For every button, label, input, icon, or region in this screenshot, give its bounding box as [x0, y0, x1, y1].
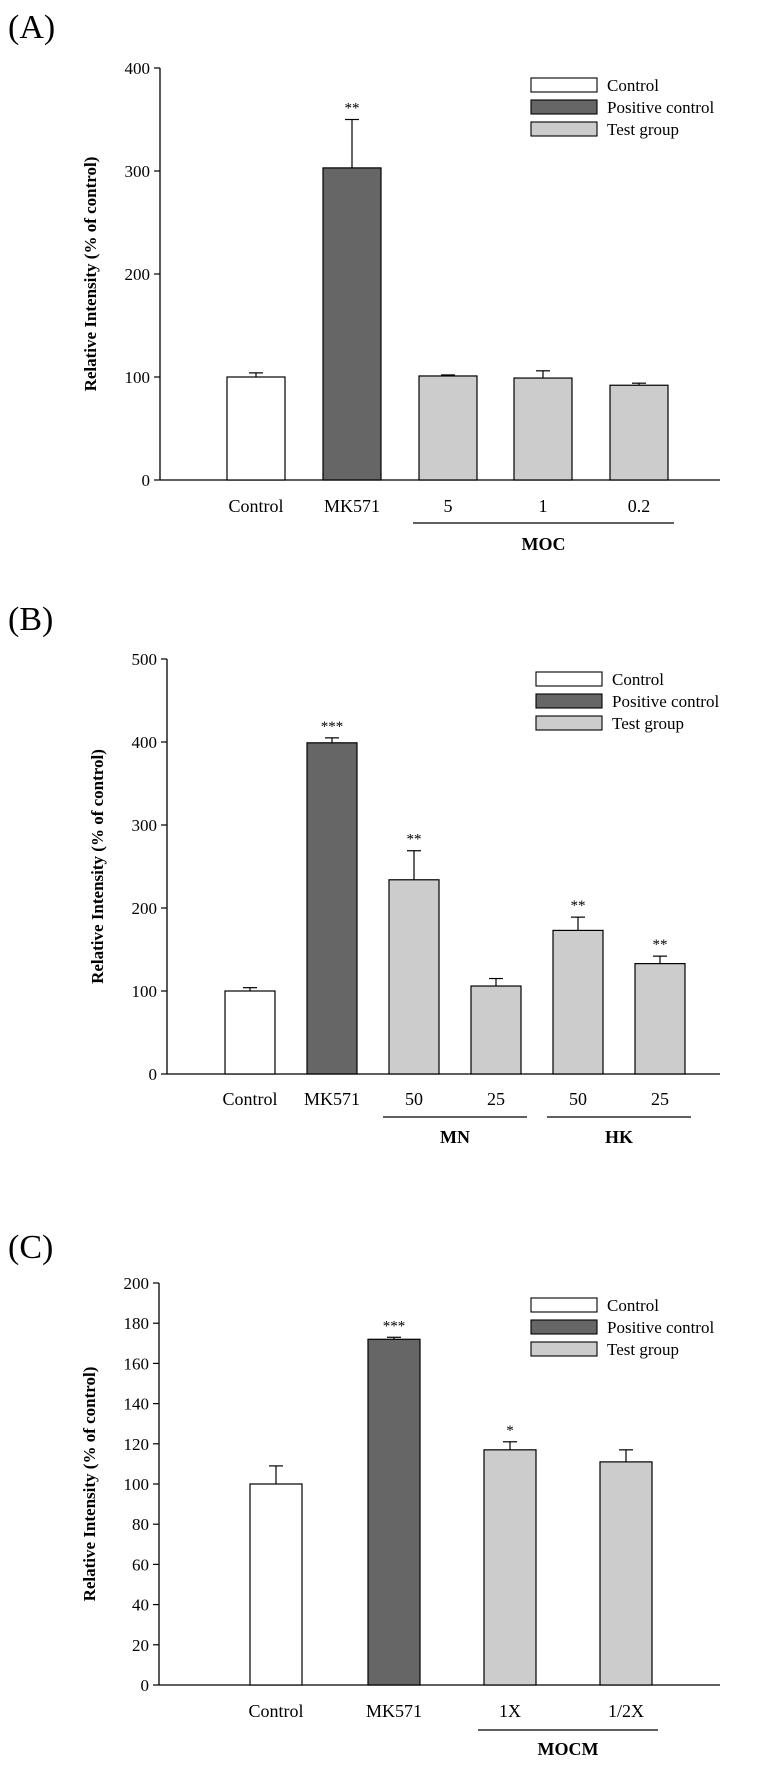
legend-swatch — [535, 693, 603, 709]
legend-swatch — [535, 715, 603, 731]
y-tick-label: 20 — [132, 1636, 149, 1655]
bar-test — [483, 1449, 537, 1686]
y-tick-label: 80 — [132, 1515, 149, 1534]
x-category-label: MK571 — [304, 1089, 360, 1109]
panel-label: (C) — [8, 1229, 53, 1266]
bar-test — [599, 1461, 653, 1686]
x-category-label: Control — [228, 496, 283, 516]
x-category-label: 25 — [487, 1089, 505, 1109]
bar-test — [634, 963, 686, 1075]
y-tick-label: 140 — [124, 1395, 150, 1414]
x-category-label: MK571 — [324, 496, 380, 516]
y-tick-label: 160 — [124, 1354, 150, 1373]
y-tick-label: 400 — [132, 733, 158, 752]
y-tick-label: 0 — [142, 471, 151, 490]
panel-label: (A) — [8, 9, 55, 46]
legend-label: Positive control — [607, 98, 714, 117]
y-axis-title: Relative Intensity (% of control) — [88, 749, 107, 984]
y-tick-label: 300 — [125, 162, 151, 181]
panel-label: (B) — [8, 601, 53, 638]
significance-marker: *** — [383, 1318, 406, 1334]
y-tick-label: 40 — [132, 1596, 149, 1615]
y-tick-label: 100 — [124, 1475, 150, 1494]
group-label: HK — [605, 1127, 633, 1147]
y-tick-label: 400 — [125, 59, 151, 78]
y-tick-label: 60 — [132, 1555, 149, 1574]
y-tick-label: 300 — [132, 816, 158, 835]
x-category-label: 5 — [444, 496, 453, 516]
chart-panel-1: (B) 0 100 200 300 400 500 Relative Intensity (%… — [8, 601, 720, 1147]
y-tick-label: 0 — [141, 1676, 150, 1695]
significance-marker: *** — [321, 719, 344, 735]
bar-positive — [306, 742, 358, 1075]
legend-swatch — [535, 671, 603, 687]
legend-label: Control — [612, 670, 664, 689]
y-tick-label: 200 — [125, 265, 151, 284]
y-tick-label: 180 — [124, 1314, 150, 1333]
legend-swatch — [530, 77, 598, 93]
x-category-label: Control — [222, 1089, 277, 1109]
legend-swatch — [530, 99, 598, 115]
bar-test — [470, 985, 522, 1075]
chart-panel-0: (A) 0 100 200 300 400 Relative Intensity (% of… — [8, 9, 720, 554]
significance-marker: ** — [345, 101, 360, 117]
bar-control — [226, 376, 286, 481]
bar-test — [388, 879, 440, 1075]
legend-label: Control — [607, 76, 659, 95]
bar-test — [418, 375, 478, 481]
x-category-label: 1X — [499, 1701, 521, 1721]
legend-swatch — [530, 1341, 598, 1357]
group-label: MN — [440, 1127, 470, 1147]
y-tick-label: 200 — [124, 1274, 150, 1293]
legend-label: Test group — [607, 1340, 679, 1359]
y-tick-label: 200 — [132, 899, 158, 918]
chart-panel-2: (C) 0 20 40 60 80 100 120 140 160 180 200 Relative I… — [8, 1229, 720, 1759]
bar-test — [513, 377, 573, 481]
y-tick-label: 100 — [132, 982, 158, 1001]
bar-test — [552, 929, 604, 1075]
y-tick-label: 500 — [132, 650, 158, 669]
legend-label: Test group — [612, 714, 684, 733]
bar-test — [609, 384, 669, 481]
bar-positive — [367, 1338, 421, 1686]
significance-marker: ** — [653, 937, 668, 953]
legend-label: Control — [607, 1296, 659, 1315]
legend-swatch — [530, 121, 598, 137]
group-label: MOCM — [538, 1739, 599, 1759]
legend-label: Test group — [607, 120, 679, 139]
bar-control — [249, 1483, 303, 1686]
x-category-label: 25 — [651, 1089, 669, 1109]
x-category-label: 0.2 — [628, 496, 651, 516]
bar-control — [224, 990, 276, 1075]
x-category-label: MK571 — [366, 1701, 422, 1721]
y-axis-title: Relative Intensity (% of control) — [81, 157, 100, 392]
x-category-label: 50 — [569, 1089, 587, 1109]
significance-marker: ** — [407, 832, 422, 848]
legend-label: Positive control — [607, 1318, 714, 1337]
significance-marker: ** — [571, 898, 586, 914]
y-tick-label: 120 — [124, 1435, 150, 1454]
x-category-label: 1/2X — [608, 1701, 644, 1721]
group-label: MOC — [522, 534, 566, 554]
bar-positive — [322, 167, 382, 481]
x-category-label: 50 — [405, 1089, 423, 1109]
legend-label: Positive control — [612, 692, 719, 711]
significance-marker: * — [506, 1423, 514, 1439]
y-tick-label: 0 — [149, 1065, 158, 1084]
x-category-label: 1 — [539, 496, 548, 516]
legend-swatch — [530, 1319, 598, 1335]
x-category-label: Control — [248, 1701, 303, 1721]
y-tick-label: 100 — [125, 368, 151, 387]
legend-swatch — [530, 1297, 598, 1313]
y-axis-title: Relative Intensity (% of control) — [80, 1367, 99, 1602]
